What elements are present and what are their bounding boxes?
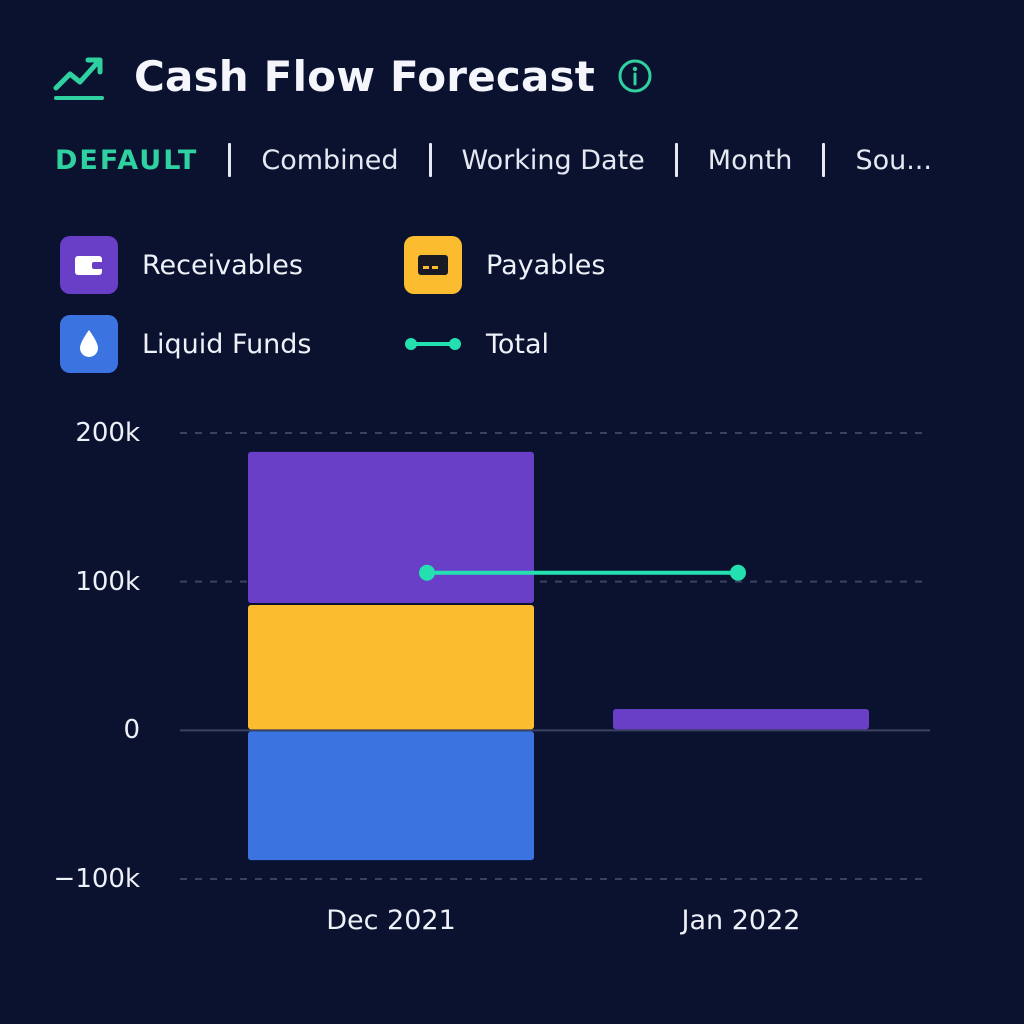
y-tick-label: −100k <box>53 864 140 894</box>
line-marker-icon <box>404 315 462 373</box>
x-tick-label: Dec 2021 <box>326 905 456 936</box>
tab-divider <box>228 143 232 177</box>
trending-up-icon <box>53 57 104 100</box>
y-tick-label: 0 <box>123 715 140 746</box>
page-title: Cash Flow Forecast <box>134 51 596 101</box>
cash-flow-chart: 200k 100k 0 −100k Dec 2021 Jan 2022 <box>0 400 1024 960</box>
x-tick-label: Jan 2022 <box>681 905 801 936</box>
legend-label: Payables <box>486 249 606 281</box>
view-tabs: DEFAULT Combined Working Date Month Sou.… <box>55 138 955 182</box>
legend-item-receivables[interactable]: Receivables <box>60 236 303 294</box>
tab-divider <box>674 143 678 177</box>
legend-item-liquid-funds[interactable]: Liquid Funds <box>60 315 312 373</box>
bar-receivables-0[interactable] <box>248 451 534 603</box>
tab-divider <box>822 143 826 177</box>
tab-source[interactable]: Sou... <box>855 144 932 176</box>
bar-receivables-1[interactable] <box>613 709 869 730</box>
y-tick-label: 200k <box>75 418 140 448</box>
total-point-0[interactable] <box>419 564 435 581</box>
tab-month[interactable]: Month <box>707 144 793 176</box>
legend-label: Total <box>486 328 550 360</box>
legend-item-total[interactable]: Total <box>404 315 549 373</box>
y-tick-label: 100k <box>75 566 140 597</box>
total-point-1[interactable] <box>730 564 746 581</box>
legend-item-payables[interactable]: Payables <box>404 236 605 294</box>
info-icon[interactable] <box>617 58 653 94</box>
credit-card-icon <box>404 236 462 294</box>
bar-payables-0[interactable] <box>248 604 534 730</box>
tab-working-date[interactable]: Working Date <box>461 144 645 176</box>
tab-combined[interactable]: Combined <box>261 144 399 176</box>
bar-liquid-funds-0[interactable] <box>248 731 534 861</box>
tab-divider <box>428 143 432 177</box>
wallet-icon <box>60 236 118 294</box>
chart-plot-area <box>180 432 930 880</box>
droplet-icon <box>60 315 118 373</box>
tab-default[interactable]: DEFAULT <box>55 144 199 176</box>
chart-header: Cash Flow Forecast <box>52 48 653 104</box>
legend-label: Liquid Funds <box>142 328 312 360</box>
legend-label: Receivables <box>142 249 303 281</box>
